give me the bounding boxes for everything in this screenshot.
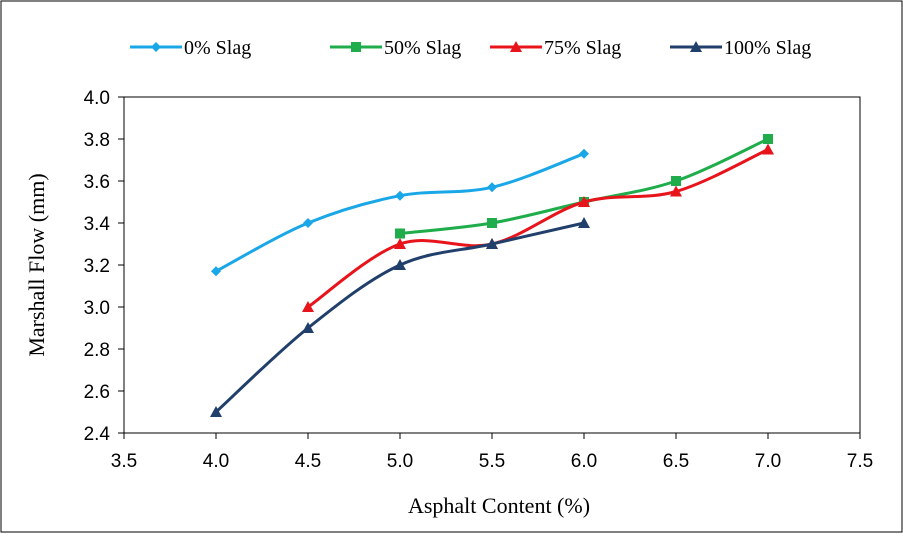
legend-item-3: 100% Slag: [670, 37, 811, 59]
data-point: [395, 190, 405, 201]
data-point: [763, 134, 773, 144]
data-point: [394, 238, 406, 249]
x-tick-label: 4.0: [203, 451, 229, 472]
series-3: [210, 217, 590, 417]
legend-label: 100% Slag: [724, 37, 811, 59]
data-point: [486, 238, 498, 249]
data-point: [395, 228, 405, 239]
y-tick-label: 2.8: [84, 340, 110, 361]
legend-label: 75% Slag: [544, 37, 621, 59]
y-tick-label: 4.0: [84, 88, 110, 109]
legend-label: 50% Slag: [384, 37, 461, 59]
legend-label: 0% Slag: [184, 37, 251, 59]
y-tick-label: 3.0: [84, 298, 110, 319]
y-tick-label: 2.6: [84, 382, 110, 403]
plot-area: 3.5 4.0 4.5 5.0 5.5 6.0 6.5 7.0 7.5 2.4 2.6 2.8 3.0 3…: [84, 88, 874, 472]
data-point: [671, 176, 681, 186]
legend-item-1: 50% Slag: [330, 37, 461, 59]
x-tick-label: 6.5: [663, 451, 689, 472]
y-axis-title: Marshall Flow (mm): [24, 173, 49, 356]
legend-swatch-marker: [510, 41, 522, 52]
data-point: [302, 301, 314, 312]
data-point: [210, 406, 222, 417]
y-tick-label: 3.8: [84, 130, 110, 151]
y-tick-label: 3.6: [84, 172, 110, 193]
data-point: [487, 182, 497, 193]
data-point: [394, 259, 406, 270]
y-tick-label: 2.4: [84, 424, 111, 445]
series-line: [307, 148, 769, 309]
data-point: [762, 143, 774, 155]
legend-swatch-marker: [351, 42, 361, 52]
x-tick-label: 6.0: [571, 451, 597, 472]
data-point: [302, 322, 314, 333]
series-0: [211, 148, 589, 277]
data-point: [211, 266, 221, 277]
y-tick-label: 3.2: [84, 256, 110, 277]
data-point: [487, 218, 497, 228]
x-tick-label: 5.0: [387, 451, 413, 472]
x-axis-title: Asphalt Content (%): [408, 493, 590, 518]
legend-swatch-marker: [151, 42, 161, 52]
data-point: [670, 185, 682, 197]
x-tick-label: 7.0: [755, 451, 781, 472]
data-point: [578, 217, 590, 228]
x-tick-label: 3.5: [111, 451, 137, 472]
y-tick-label: 3.4: [84, 214, 111, 235]
legend: 0% Slag 50% Slag 75% Slag 100% Slag: [130, 37, 811, 59]
x-tick-label: 5.5: [479, 451, 505, 472]
data-point: [578, 196, 590, 207]
x-tick-label: 4.5: [295, 451, 321, 472]
data-point: [303, 218, 313, 228]
data-point: [579, 148, 589, 159]
x-tick-label: 7.5: [847, 451, 873, 472]
legend-item-0: 0% Slag: [130, 37, 251, 59]
legend-swatch-marker: [690, 41, 702, 52]
legend-item-2: 75% Slag: [490, 37, 621, 59]
